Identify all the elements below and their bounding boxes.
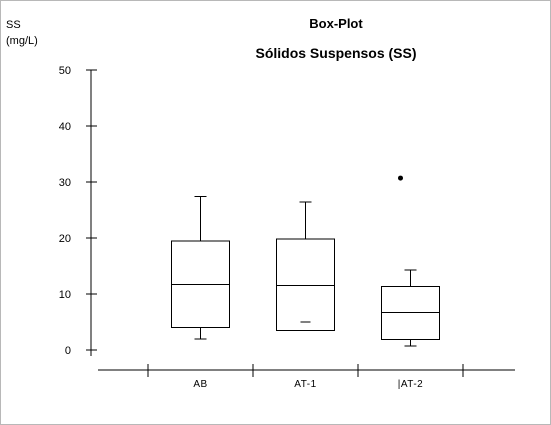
y-tick-label: 50 [59, 65, 71, 77]
y-axis-label-unit: (mg/L) [6, 35, 38, 47]
y-axis-label-name: SS [6, 19, 21, 31]
y-tick-label: 0 [65, 345, 71, 357]
box-group [381, 175, 440, 347]
chart-title: Box-Plot [309, 16, 363, 31]
x-tick-label: AB [193, 379, 207, 390]
outlier-point [398, 175, 403, 181]
y-tick-label: 10 [59, 289, 71, 301]
y-tick-label: 20 [59, 233, 71, 245]
boxes [171, 175, 440, 347]
axes: 0 10 20 30 40 50 AB AT-1 |AT-2 [59, 65, 515, 390]
y-tick-label: 40 [59, 121, 71, 133]
x-tick-label: |AT-2 [398, 379, 423, 390]
y-tick-label: 30 [59, 177, 71, 189]
box-group [276, 201, 335, 331]
box-group [171, 196, 230, 340]
box-iqr [276, 238, 335, 331]
x-tick-label: AT-1 [294, 379, 316, 390]
box-iqr [381, 286, 440, 340]
chart-subtitle: Sólidos Suspensos (SS) [255, 45, 416, 61]
